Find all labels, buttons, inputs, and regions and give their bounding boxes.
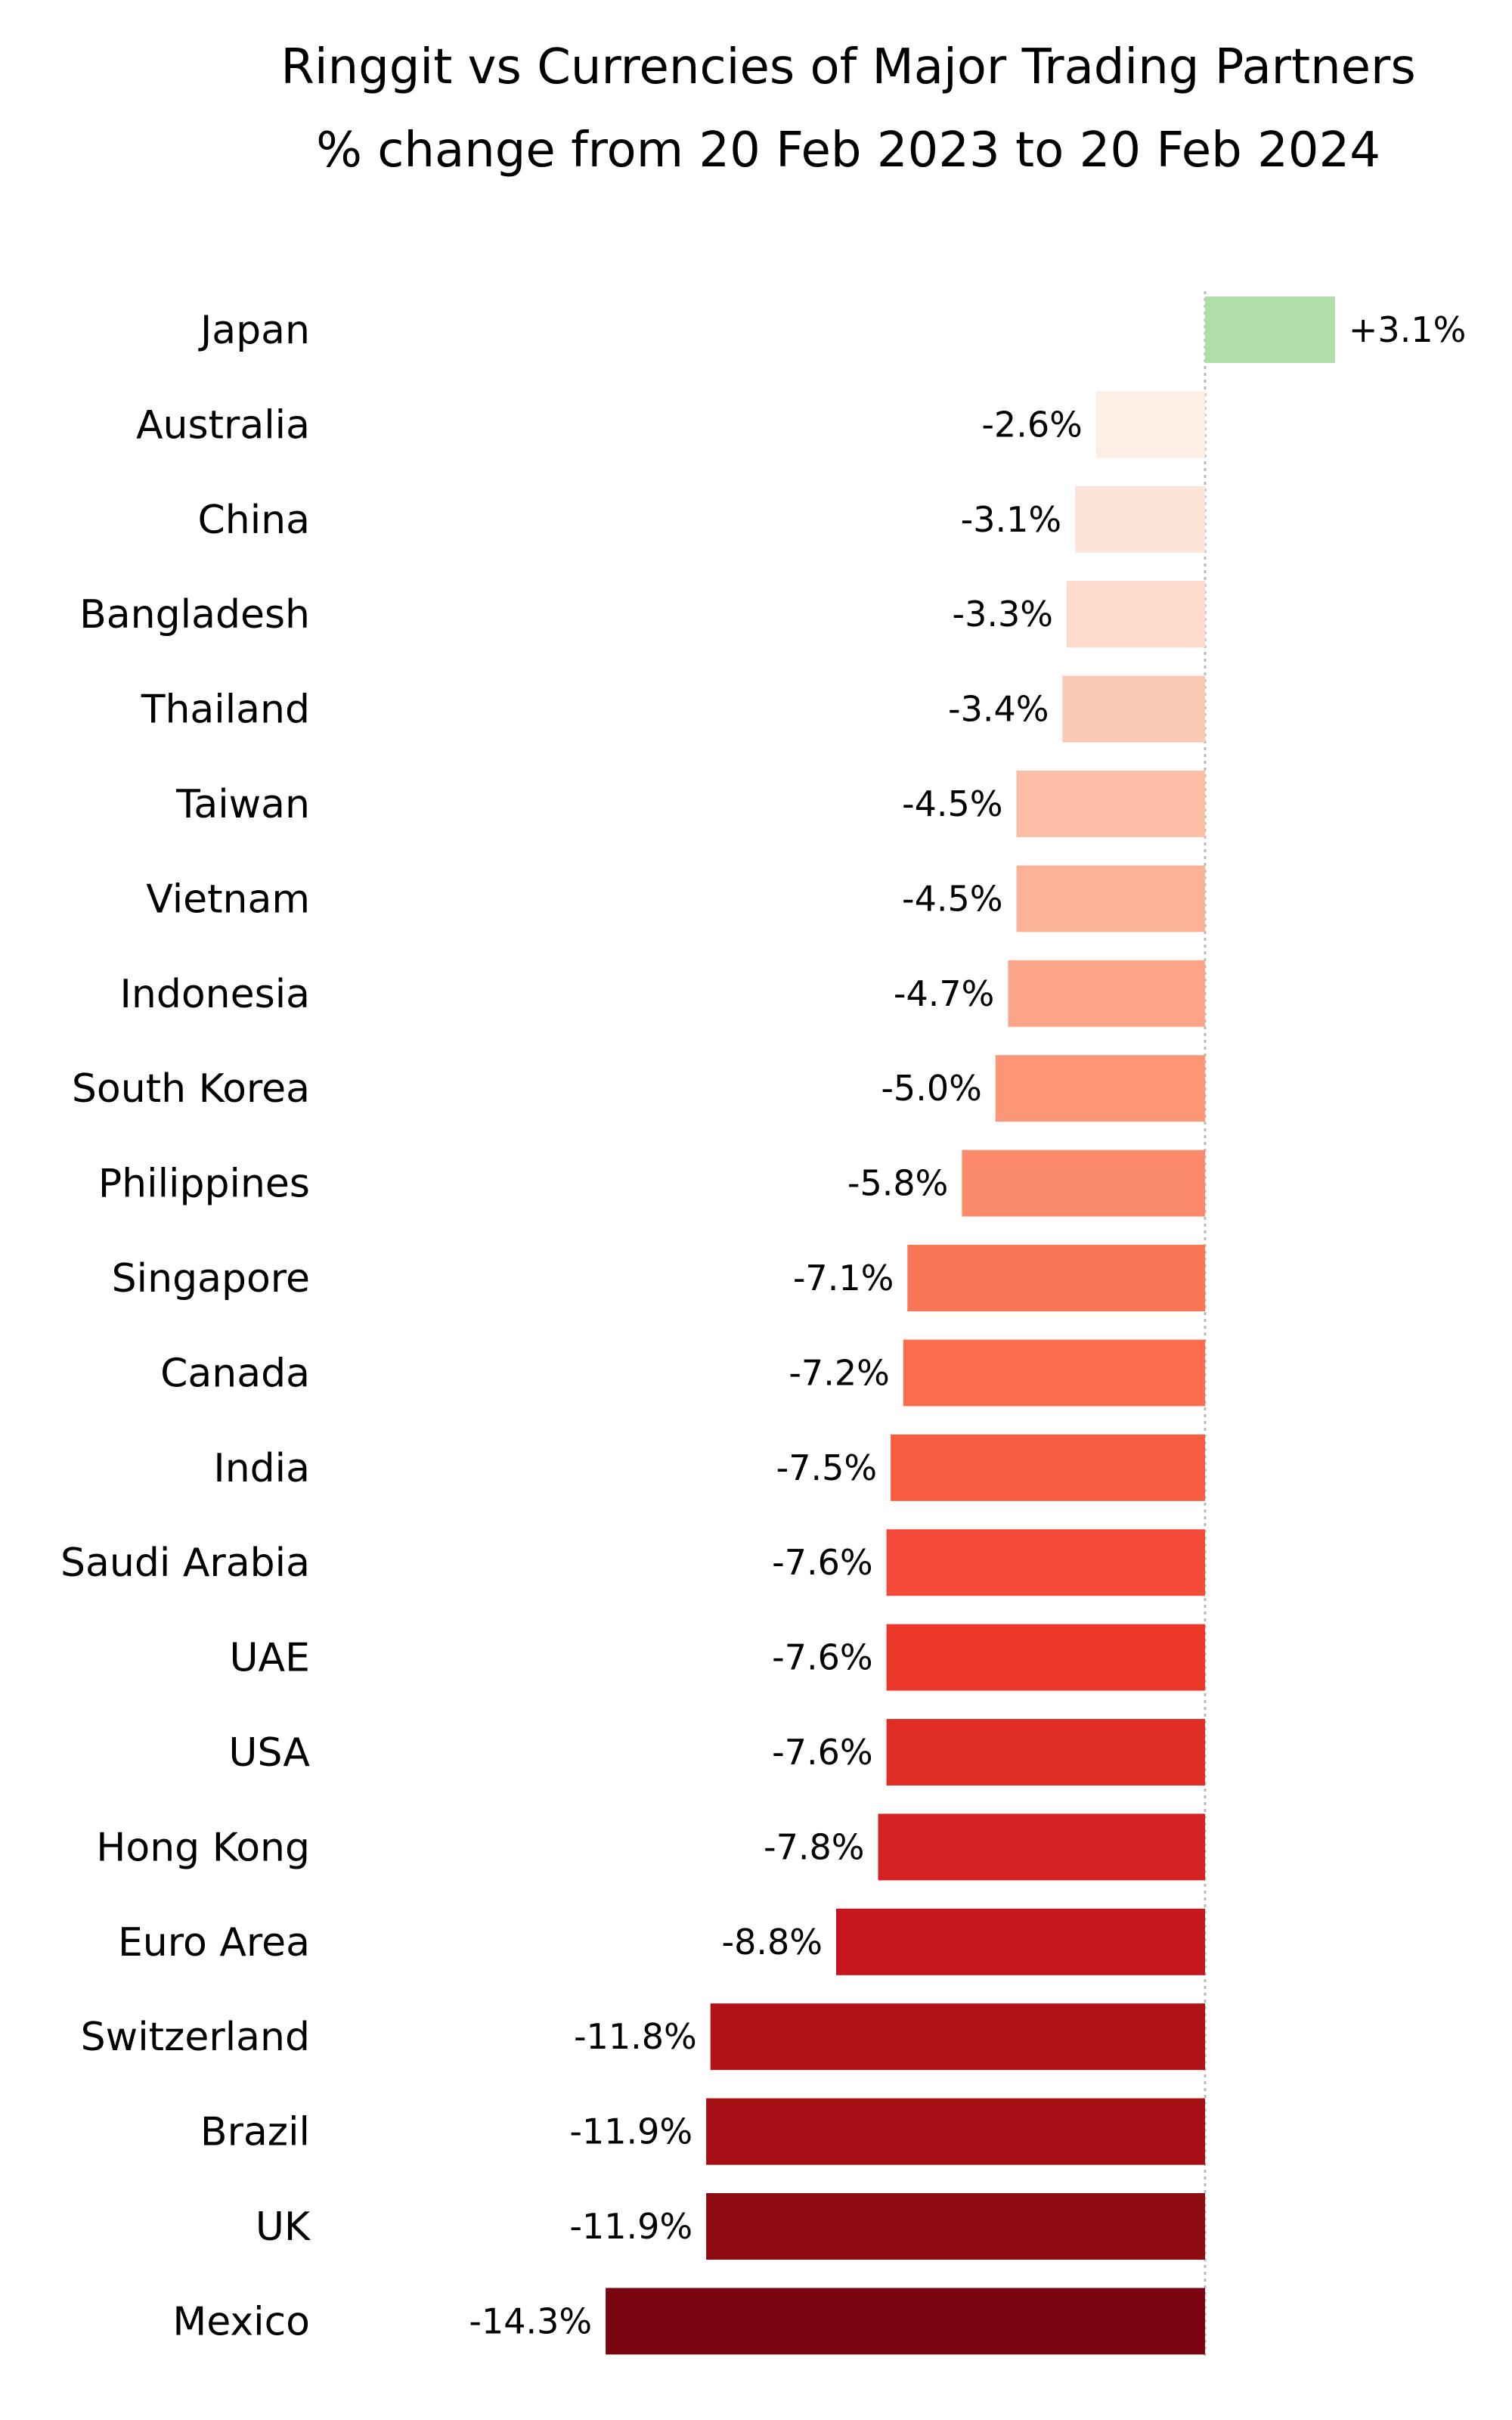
chart-subtitle: % change from 20 Feb 2023 to 20 Feb 2024 (316, 123, 1380, 178)
value-label: -14.3% (469, 2301, 592, 2341)
category-label: Australia (136, 402, 310, 448)
value-label: -7.5% (776, 1447, 877, 1488)
value-label: -11.9% (569, 2206, 692, 2247)
bars-layer: Japan +3.1% Australia -2.6% China -3.1% Bangla… (60, 296, 1466, 2355)
bar-japan (1205, 296, 1335, 363)
bar-saudi-arabia (886, 1529, 1205, 1596)
category-label: Switzerland (81, 2015, 310, 2060)
value-label: -7.6% (772, 1732, 872, 1773)
category-label: Hong Kong (96, 1825, 310, 1870)
category-label: UK (256, 2204, 311, 2250)
bar-india (891, 1434, 1205, 1501)
value-label: -5.0% (881, 1068, 981, 1109)
bar-canada (903, 1339, 1205, 1407)
category-label: India (213, 1446, 310, 1491)
bar-vietnam (1016, 865, 1205, 932)
value-label: -4.5% (902, 783, 1002, 824)
value-label: -11.8% (574, 2016, 697, 2057)
category-label: Indonesia (120, 972, 310, 1017)
bar-south-korea (995, 1055, 1206, 1122)
category-label: South Korea (72, 1066, 310, 1112)
value-label: -3.4% (948, 689, 1049, 730)
category-label: Japan (198, 308, 310, 353)
bar-switzerland (710, 2003, 1205, 2071)
bar-uk (706, 2193, 1205, 2260)
bar-philippines (962, 1150, 1205, 1217)
value-label: -2.6% (981, 404, 1082, 445)
bar-singapore (907, 1245, 1205, 1311)
value-label: -7.1% (793, 1258, 894, 1298)
value-label: -7.6% (772, 1637, 872, 1678)
bar-china (1075, 486, 1205, 553)
bar-bangladesh (1067, 581, 1205, 648)
category-label: Bangladesh (79, 592, 310, 638)
value-label: -3.1% (961, 499, 1061, 540)
category-label: UAE (230, 1636, 311, 1681)
value-label: -4.7% (894, 973, 994, 1014)
category-label: Philippines (98, 1162, 310, 1207)
bar-indonesia (1008, 960, 1205, 1027)
bar-uae (886, 1624, 1205, 1691)
value-label: -7.6% (772, 1542, 872, 1583)
category-label: Saudi Arabia (60, 1540, 310, 1586)
category-label: Canada (160, 1351, 310, 1396)
bar-hong-kong (878, 1813, 1205, 1881)
bar-taiwan (1016, 771, 1205, 837)
chart-title: Ringgit vs Currencies of Major Trading P… (280, 39, 1415, 95)
value-label: -7.2% (789, 1352, 889, 1393)
value-label: -7.8% (764, 1826, 864, 1867)
category-label: Brazil (200, 2110, 310, 2155)
value-label: -4.5% (902, 878, 1002, 919)
bar-brazil (706, 2098, 1205, 2165)
bar-mexico (606, 2288, 1205, 2355)
category-label: USA (228, 1730, 310, 1776)
value-label: -8.8% (722, 1922, 823, 1962)
category-label: China (197, 498, 310, 543)
category-label: Mexico (172, 2299, 310, 2344)
bar-usa (886, 1719, 1205, 1786)
value-label: -5.8% (847, 1163, 948, 1204)
bar-thailand (1062, 675, 1205, 743)
category-label: Thailand (141, 687, 310, 733)
category-label: Singapore (112, 1256, 310, 1302)
value-label: -11.9% (569, 2111, 692, 2152)
category-label: Taiwan (175, 782, 310, 827)
bar-euro-area (836, 1908, 1205, 1975)
bar-australia (1095, 391, 1205, 458)
category-label: Euro Area (118, 1920, 310, 1965)
category-label: Vietnam (146, 876, 310, 922)
value-label: -3.3% (953, 594, 1053, 634)
value-label: +3.1% (1349, 309, 1466, 350)
